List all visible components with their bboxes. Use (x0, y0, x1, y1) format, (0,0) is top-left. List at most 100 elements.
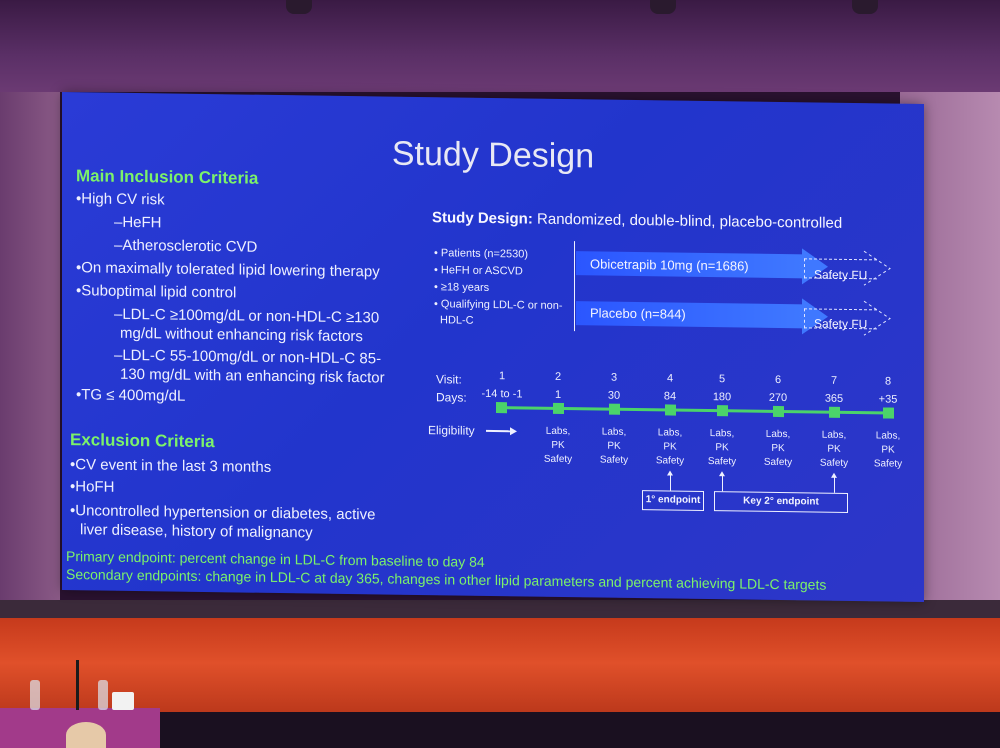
exclusion-item: •Uncontrolled hypertension or diabetes, … (70, 502, 376, 524)
visit-assessment: Safety (763, 456, 793, 469)
followup-label: Safety FU (814, 316, 868, 332)
visit-day: 30 (607, 389, 621, 402)
visit-assessment: Labs, (765, 428, 791, 441)
patient-criteria: HDL-C (440, 314, 474, 327)
visit-assessment: Safety (873, 458, 903, 470)
inclusion-item: •TG ≤ 400mg/dL (76, 386, 186, 405)
stage-backdrop (0, 618, 1000, 718)
ceiling-light (852, 0, 878, 14)
followup-label: Safety FU (814, 267, 868, 283)
study-design-heading: Study Design: Randomized, double-blind, … (432, 209, 842, 232)
eligibility-arrow-icon (486, 427, 517, 436)
visit-number: 6 (774, 373, 782, 387)
inclusion-item: •High CV risk (76, 190, 165, 209)
visit-assessment: Safety (655, 455, 685, 467)
secondary-endpoint-text: Secondary endpoints: change in LDL-C at … (66, 566, 827, 593)
inclusion-item: mg/dL without enhancing risk factors (120, 324, 363, 346)
visit-number: 1 (498, 370, 506, 383)
treatment-arm-label: Obicetrapib 10mg (n=1686) (590, 256, 749, 274)
visit-number: 3 (610, 371, 618, 384)
visit-assessment: Labs, (545, 425, 571, 438)
visit-assessment: PK (607, 440, 621, 452)
visit-number: 8 (884, 375, 892, 388)
ceiling-light (650, 0, 676, 14)
visit-assessment: PK (881, 444, 895, 456)
microphone-stand (76, 660, 79, 710)
inclusion-item: •On maximally tolerated lipid lowering t… (76, 259, 380, 281)
podium-logo (66, 722, 106, 748)
visit-marker (717, 405, 728, 417)
key-secondary-endpoint-box: Key 2° endpoint (714, 491, 848, 513)
visit-assessment: Labs, (875, 430, 901, 442)
visit-marker (665, 404, 676, 416)
visit-marker (883, 407, 894, 419)
wall-left (0, 92, 60, 602)
patient-criteria: • ≥18 years (434, 281, 490, 294)
visit-assessment: PK (551, 439, 565, 452)
inclusion-item: –HeFH (114, 213, 162, 232)
cup (112, 692, 134, 710)
visit-assessment: Safety (819, 457, 849, 469)
visit-day: 1 (554, 388, 562, 401)
ceiling-light (286, 0, 312, 14)
visit-number: 2 (554, 370, 562, 383)
visit-day: -14 to -1 (481, 387, 523, 401)
days-row-label: Days: (436, 390, 467, 405)
visit-assessment: Labs, (821, 429, 847, 441)
visit-assessment: Labs, (601, 426, 627, 438)
arrow-up-icon (831, 472, 837, 478)
water-bottle (98, 680, 108, 710)
visit-assessment: Labs, (657, 427, 683, 439)
inclusion-heading: Main Inclusion Criteria (76, 166, 259, 188)
endpoint-pointer (834, 476, 835, 493)
visit-number: 5 (718, 373, 726, 386)
visit-assessment: PK (827, 443, 841, 455)
visit-marker (829, 406, 840, 418)
visit-day: 180 (712, 391, 732, 404)
visit-number: 7 (830, 374, 838, 387)
visit-marker (553, 402, 564, 415)
visit-day: +35 (878, 393, 898, 406)
visit-assessment: PK (771, 442, 785, 455)
exclusion-heading: Exclusion Criteria (70, 430, 215, 452)
patient-criteria: • Patients (n=2530) (434, 247, 529, 261)
inclusion-item: –Atherosclerotic CVD (114, 236, 258, 256)
patient-criteria: • Qualifying LDL-C or non- (434, 298, 563, 312)
endpoint-pointer (722, 475, 723, 492)
endpoint-pointer (670, 474, 671, 491)
study-design-label: Study Design: (432, 209, 533, 228)
exclusion-item: •CV event in the last 3 months (70, 456, 272, 476)
stage-floor (0, 712, 1000, 748)
visit-assessment: Safety (599, 454, 629, 466)
visit-assessment: Safety (707, 456, 737, 468)
water-bottle (30, 680, 40, 710)
arrow-up-icon (719, 471, 725, 477)
followup-arrow-head-icon (863, 300, 891, 336)
visit-day: 270 (768, 391, 788, 405)
visit-marker (773, 405, 784, 418)
followup-arrow-head-icon (863, 250, 891, 286)
inclusion-item: •Suboptimal lipid control (76, 282, 237, 302)
projected-slide: Study Design Main Inclusion Criteria •Hi… (62, 92, 924, 603)
visit-assessment: Safety (543, 453, 573, 466)
exclusion-item: •HoFH (70, 478, 115, 496)
visit-marker (609, 403, 620, 415)
visit-assessment: PK (663, 441, 677, 453)
primary-endpoint-box: 1° endpoint (642, 490, 704, 511)
randomization-line (574, 241, 575, 332)
visit-assessment: Labs, (709, 428, 735, 440)
study-design-value: Randomized, double-blind, placebo-contro… (537, 210, 843, 232)
exclusion-item: liver disease, history of malignancy (80, 521, 313, 542)
inclusion-item: –LDL-C ≥100mg/dL or non-HDL-C ≥130 (114, 305, 380, 327)
visit-marker (496, 402, 507, 414)
patient-criteria: • HeFH or ASCVD (434, 264, 523, 278)
inclusion-item: –LDL-C 55-100mg/dL or non-HDL-C 85- (114, 346, 382, 368)
screen-frame-bottom (0, 600, 1000, 622)
visit-assessment: PK (715, 442, 729, 454)
visit-number: 4 (666, 372, 674, 385)
visit-day: 365 (824, 392, 844, 405)
visit-day: 84 (663, 390, 677, 403)
inclusion-item: 130 mg/dL with an enhancing risk factor (120, 365, 385, 387)
room-ceiling (0, 0, 1000, 92)
eligibility-label: Eligibility (428, 423, 475, 438)
